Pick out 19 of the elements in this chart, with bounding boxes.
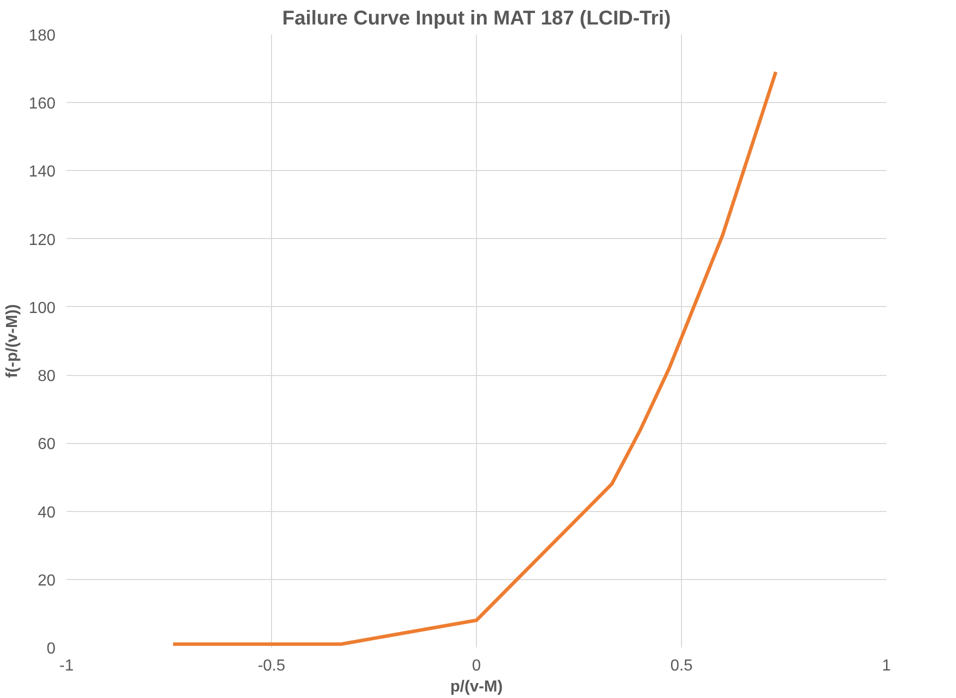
y-tick-label: 40 (38, 504, 56, 522)
x-tick-label: 1 (882, 658, 892, 674)
y-tick-label: 100 (28, 300, 56, 317)
y-tick-label: 160 (28, 96, 56, 113)
x-tick-label: -0.5 (258, 658, 286, 674)
x-tick-label: 0.5 (670, 658, 693, 674)
y-tick-label: 80 (38, 368, 56, 386)
chart-title: Failure Curve Input in MAT 187 (LCID-Tri) (282, 8, 671, 30)
y-tick-label: 0 (46, 640, 56, 658)
y-axis-title: f(-p/(v-M)) (4, 304, 21, 378)
y-tick-label: 140 (28, 164, 56, 181)
y-tick-label: 20 (38, 572, 56, 590)
x-axis-title: p/(v-M) (450, 678, 503, 696)
x-tick-label: 0 (472, 658, 482, 674)
line-series (171, 70, 778, 646)
y-tick-label: 120 (28, 232, 56, 249)
y-tick-label: 60 (38, 436, 56, 454)
x-tick-label: -1 (59, 658, 74, 674)
y-tick-label: 180 (28, 28, 56, 44)
